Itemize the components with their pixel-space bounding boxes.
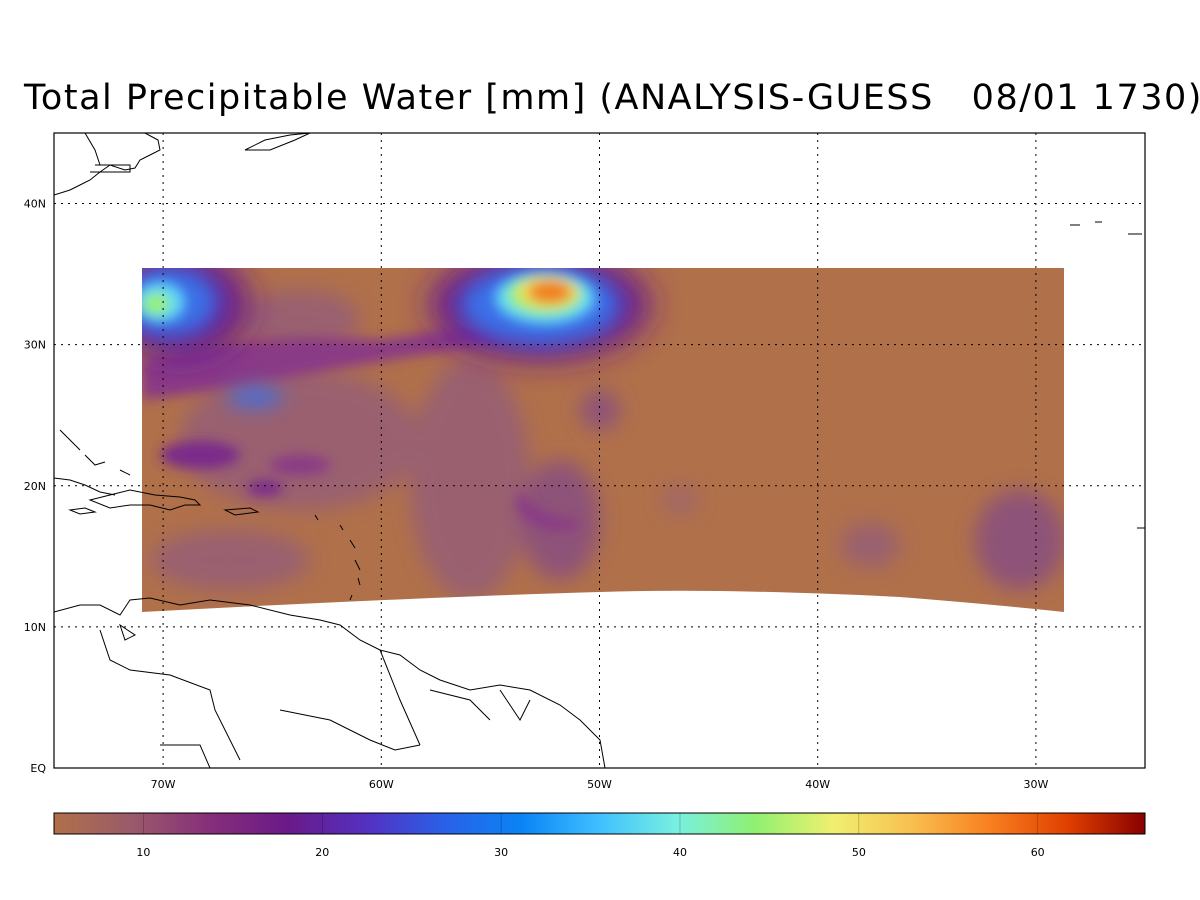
coast-lesser-antilles xyxy=(314,514,361,601)
colorbar: 10 20 30 40 50 60 xyxy=(53,812,1146,859)
coast-lake-maracaibo xyxy=(119,623,136,641)
coast-hispaniola xyxy=(88,489,202,511)
purple-bands xyxy=(142,320,580,531)
lon-label: 50W xyxy=(587,778,612,791)
moist-plume-core xyxy=(142,272,595,324)
lat-label: 20N xyxy=(24,480,46,493)
colorbar-ticks xyxy=(143,813,1038,834)
colorbar-strip xyxy=(53,812,1146,835)
longitude-labels: 70W 60W 50W 40W 30W xyxy=(151,778,1049,791)
coast-north-america xyxy=(54,133,161,196)
lon-label: 60W xyxy=(369,778,394,791)
lon-label: 70W xyxy=(151,778,176,791)
lon-label: 40W xyxy=(805,778,830,791)
lon-label: 30W xyxy=(1023,778,1048,791)
lat-label: EQ xyxy=(30,762,46,775)
lat-label: 10N xyxy=(24,621,46,634)
light-purple-patches xyxy=(150,290,1064,600)
coast-north-america-inner xyxy=(90,164,131,173)
coast-jamaica xyxy=(68,507,97,515)
coast-cuba xyxy=(54,477,116,496)
colorbar-label: 30 xyxy=(494,846,508,859)
lat-label: 40N xyxy=(24,198,46,211)
lat-label: 30N xyxy=(24,339,46,352)
colorbar-label: 40 xyxy=(673,846,687,859)
coastlines xyxy=(54,133,1145,768)
colorbar-label: 60 xyxy=(1031,846,1045,859)
coast-nova-scotia xyxy=(244,133,311,151)
colorbar-label: 20 xyxy=(315,846,329,859)
coast-south-america-south xyxy=(160,744,211,768)
graticule xyxy=(54,133,1145,768)
colorbar-labels: 10 20 30 40 50 60 xyxy=(136,846,1044,859)
coast-islands-east xyxy=(1070,221,1145,529)
coast-puerto-rico xyxy=(223,507,260,516)
precipitable-water-field xyxy=(142,268,1064,612)
latitude-labels: 40N 30N 20N 10N EQ xyxy=(24,198,47,775)
coast-interior-borders xyxy=(99,629,531,761)
coast-bahamas xyxy=(59,429,131,476)
colorbar-label: 10 xyxy=(136,846,150,859)
coast-south-america xyxy=(54,597,606,768)
plot-title: Total Precipitable Water [mm] (ANALYSIS-… xyxy=(24,78,1200,118)
colorbar-label: 50 xyxy=(852,846,866,859)
